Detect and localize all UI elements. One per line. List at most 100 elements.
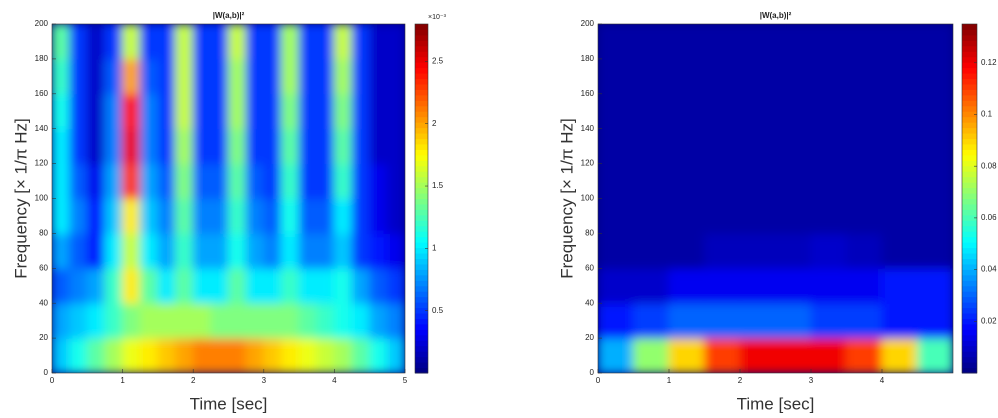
heatmap-cell [192,198,212,234]
y-tick-label: 120 [35,159,49,168]
colorbar-swatch [415,40,428,47]
colorbar-swatch [415,225,428,232]
colorbar-swatch [415,83,428,90]
colorbar-swatch [962,198,977,205]
colorbar-swatch [415,236,428,243]
heatmap-cell [192,163,212,199]
colorbar-swatch [962,263,977,270]
colorbar-swatch [415,67,428,74]
heatmap-cell [139,93,159,130]
heatmap-cell [245,198,265,234]
heatmap-cell [228,58,247,95]
heatmap-cell [69,337,88,373]
colorbar-swatch [415,154,428,161]
heatmap-cell [351,24,371,60]
heatmap-cell [298,302,318,339]
heatmap-cell [122,267,141,304]
heatmap-cell [810,198,847,234]
heatmap-cell [633,337,670,373]
heatmap-cell [157,58,177,95]
heatmap-cell [263,24,282,60]
colorbar-frame [414,23,429,374]
colorbar-swatch [962,105,977,112]
heatmap-cell [298,267,318,304]
heatmap-cell [122,302,141,339]
heatmap-cell [333,58,353,95]
heatmap-cell [86,267,106,304]
heatmap-cell [280,163,300,199]
heatmap-cell [104,58,124,95]
heatmap-cell [351,58,371,95]
colorbar-swatch [962,323,977,330]
y-tick-label: 200 [35,19,49,28]
x-tick-label: 1 [120,376,125,385]
heatmap-cell [846,163,883,199]
colorbar-swatch [962,62,977,69]
heatmap-cell [917,93,953,130]
heatmap-cell [157,128,177,165]
heatmap-cell [280,93,300,130]
colorbar: 0.02 0.04 0.06 0.08 0.1 0.12 [961,23,997,374]
heatmap-cell [633,302,670,339]
colorbar-swatch [415,165,428,172]
heatmap-cell [917,128,953,165]
heatmap-cell [351,93,371,130]
heatmap-cell [210,24,229,60]
heatmap-cell [386,267,405,304]
colorbar-swatch [415,51,428,58]
heatmap-cell [104,24,124,60]
heatmap-cell [228,163,247,199]
heatmap-cell [52,337,71,373]
colorbar-swatch [962,209,977,216]
heatmap-cell [739,58,776,95]
colorbar-swatch [415,296,428,303]
colorbar-swatch [962,236,977,243]
heatmap-cell [881,302,918,339]
heatmap-cell [280,232,300,269]
heatmap-cell [810,58,847,95]
colorbar-swatch [962,73,977,80]
heatmap-cell [369,24,388,60]
colorbar-swatch [415,362,428,369]
heatmap-cell [917,58,953,95]
heatmap-cell [157,232,177,269]
heatmap-cell [86,58,106,95]
heatmap-cell [263,58,282,95]
heatmap-cell [351,198,371,234]
heatmap-cell [351,267,371,304]
heatmap-cell [881,163,918,199]
heatmap-cell [316,232,335,269]
colorbar-swatch [962,302,977,309]
heatmap-cell [210,93,229,130]
colorbar-tick-label: 0.06 [981,213,997,222]
colorbar-swatch [415,73,428,80]
heatmap-cell [386,302,405,339]
colorbar-swatch [962,187,977,194]
heatmap-cell [298,93,318,130]
heatmap-cell [316,337,335,373]
heatmap-cell [192,232,212,269]
x-tick-label: 4 [880,376,885,385]
colorbar-swatch [962,51,977,58]
heatmap-cell [386,128,405,165]
heatmap-cell [263,337,282,373]
heatmap-cell [298,198,318,234]
heatmap-cell [52,24,71,60]
colorbar-swatch [415,263,428,270]
heatmap-cell [122,232,141,269]
heatmap-cell [69,163,88,199]
colorbar-swatch [415,143,428,150]
colorbar-swatch [962,285,977,292]
heatmap-cell [104,93,124,130]
chart-title: |W(a,b)|² [213,11,245,20]
colorbar-swatch [962,291,977,298]
x-tick-label: 2 [738,376,743,385]
colorbar-swatch [415,274,428,281]
colorbar-swatch [415,94,428,101]
colorbar-swatch [962,29,977,36]
heatmap-cell [263,198,282,234]
heatmap-cell [139,302,159,339]
colorbar-swatch [962,67,977,74]
heatmap-cell [810,302,847,339]
heatmap-cell [775,232,812,269]
